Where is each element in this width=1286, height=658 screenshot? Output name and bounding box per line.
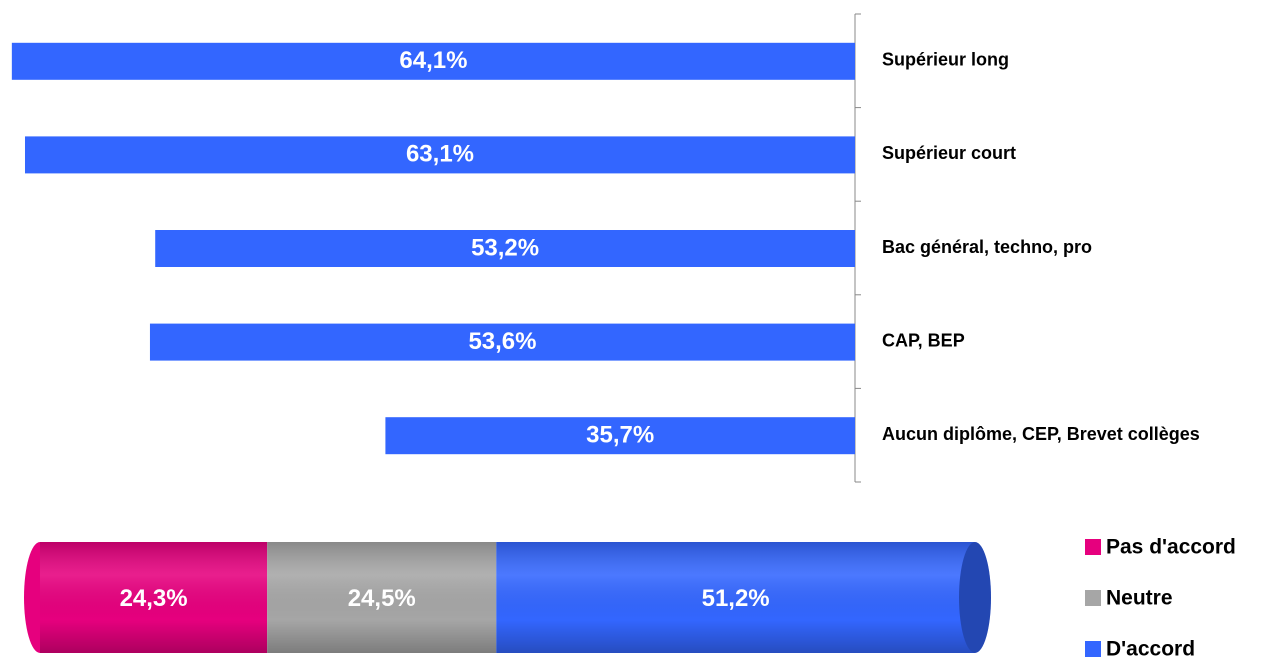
- data-label: 24,3%: [120, 585, 188, 612]
- legend-label: Pas d'accord: [1106, 536, 1236, 559]
- data-label: 64,1%: [399, 47, 467, 74]
- segment: [24, 542, 268, 653]
- bar: [155, 230, 855, 267]
- segment: [496, 542, 991, 653]
- data-label: 51,2%: [702, 585, 770, 612]
- category-label: Supérieur court: [882, 143, 1016, 163]
- category-label: CAP, BEP: [882, 330, 965, 350]
- bar: [149, 323, 855, 361]
- segment-shade: [496, 542, 975, 653]
- legend-swatch: [1085, 641, 1101, 657]
- data-label: 53,2%: [471, 234, 539, 261]
- bar: [385, 417, 855, 455]
- data-label: 35,7%: [586, 422, 654, 449]
- segment-shade: [40, 542, 268, 653]
- legend-swatch: [1085, 539, 1101, 555]
- data-label: 63,1%: [406, 141, 474, 168]
- category-label: Bac général, techno, pro: [882, 237, 1092, 257]
- segment-shade: [267, 542, 497, 653]
- segment-end: [959, 542, 991, 653]
- bar: [24, 136, 855, 174]
- category-label: Supérieur long: [882, 50, 1009, 70]
- data-label: 24,5%: [348, 585, 416, 612]
- legend-swatch: [1085, 590, 1101, 606]
- legend-label: Neutre: [1106, 587, 1173, 610]
- segment-end-face: [959, 542, 991, 653]
- data-label: 53,6%: [468, 328, 536, 355]
- legend-label: D'accord: [1106, 638, 1195, 658]
- bar: [11, 42, 856, 80]
- segment: [267, 542, 497, 653]
- category-label: Aucun diplôme, CEP, Brevet collèges: [882, 424, 1200, 444]
